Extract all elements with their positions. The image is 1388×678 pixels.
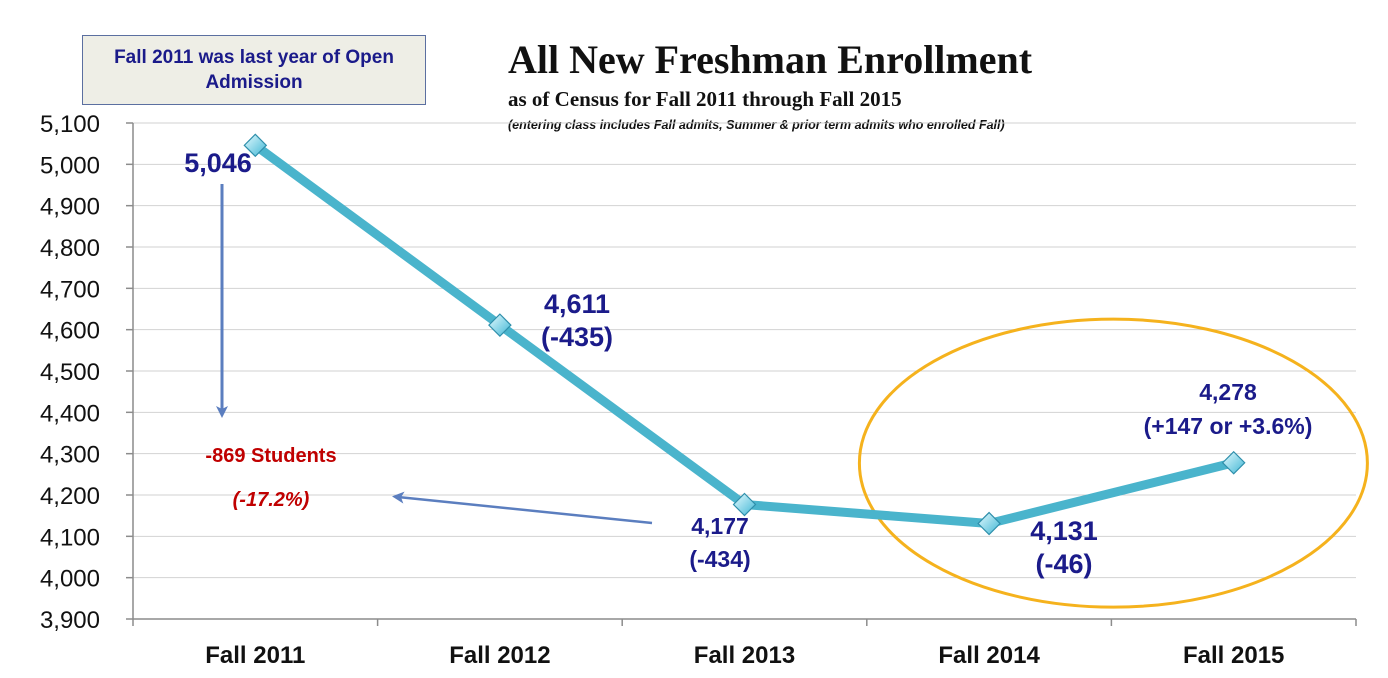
y-tick-label: 4,300 [40,442,100,469]
y-tick-label: 4,400 [40,400,100,427]
y-tick-label: 4,000 [40,566,100,593]
data-label-value-2011: 5,046 [184,148,252,178]
data-label-value-2014: 4,131 [1030,516,1098,546]
chart-footnote: (entering class includes Fall admits, Su… [508,118,1005,132]
data-label-change-2013: (-434) [689,546,750,572]
data-point-marker [732,492,757,517]
y-tick-label: 3,900 [40,607,100,634]
y-tick-label: 4,700 [40,276,100,303]
chart-title: All New Freshman Enrollment [508,37,1033,82]
data-label-value-2015: 4,278 [1199,379,1257,405]
x-axis-ticks: Fall 2011 Fall 2012 Fall 2013 Fall 2014 Fall… [132,619,1357,669]
y-tick-label: 5,000 [40,152,100,179]
x-tick-label: Fall 2011 [205,642,305,669]
data-label-change-2012: (-435) [541,322,613,352]
decline-arrow-left [392,491,653,525]
data-point-marker [977,511,1001,536]
y-tick-label: 5,100 [40,111,100,138]
x-tick-label: Fall 2013 [694,642,795,669]
data-point-marker [488,313,512,337]
data-label-value-2012: 4,611 [544,289,610,319]
chart-subtitle: as of Census for Fall 2011 through Fall … [508,87,902,111]
y-tick-label: 4,900 [40,194,100,221]
y-tick-label: 4,800 [40,235,100,262]
x-tick-label: Fall 2015 [1183,642,1284,669]
y-tick-label: 4,500 [40,359,100,386]
y-tick-label: 4,100 [40,524,100,551]
x-tick-label: Fall 2012 [449,642,550,669]
data-point-marker [243,133,268,158]
data-label-value-2013: 4,177 [691,513,749,539]
data-label-change-2014: (-46) [1035,549,1092,579]
y-axis-ticks: 3,900 4,000 4,100 4,200 4,300 4,400 4,500 4,600… [40,111,133,634]
decline-percent-label: (-17.2%) [233,489,310,511]
data-label-change-2015: (+147 or +3.6%) [1144,413,1313,439]
open-admission-note: Fall 2011 was last year of Open Admissio… [82,35,426,105]
highlight-ellipse [857,317,1369,609]
y-tick-label: 4,600 [40,318,100,345]
decline-students-label: -869 Students [205,445,336,467]
x-tick-label: Fall 2014 [938,642,1040,669]
data-point-marker [1221,450,1246,475]
series-markers [243,133,1246,536]
series-line [250,140,1239,529]
y-tick-label: 4,200 [40,483,100,510]
